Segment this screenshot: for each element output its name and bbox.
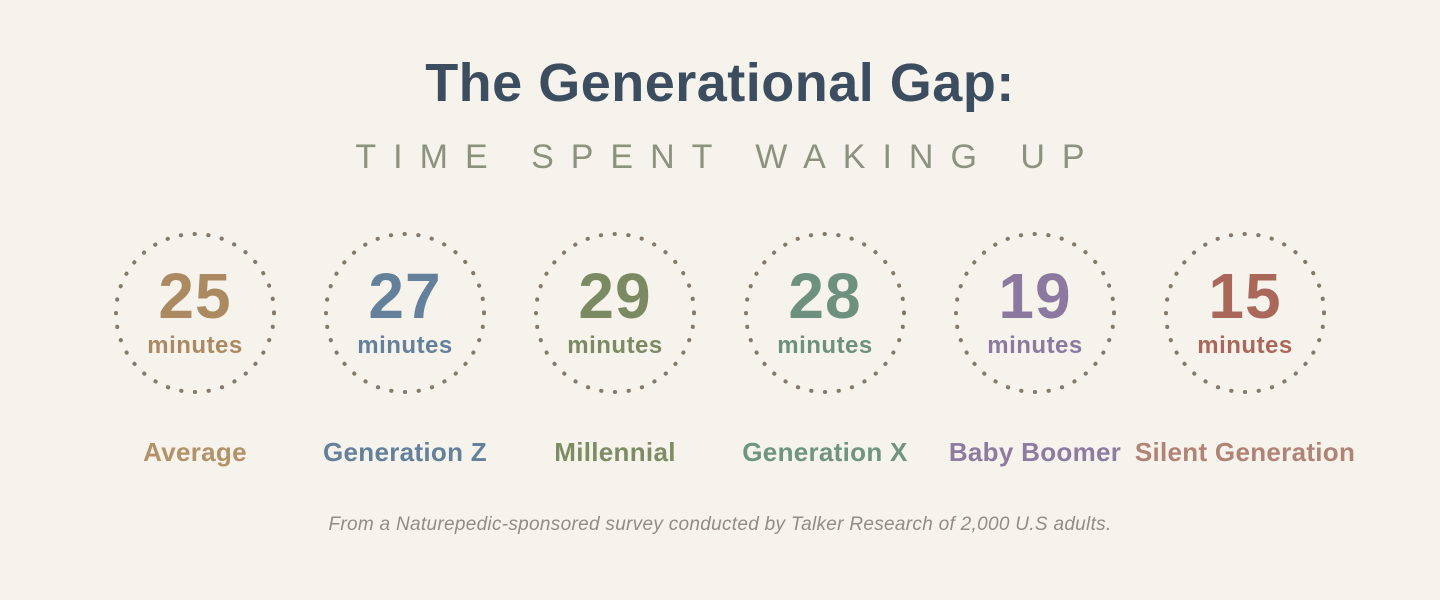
stat-millennial: 29 minutes Millennial [510,229,720,468]
stat-label: Average [143,437,247,467]
stat-label: Silent Generation [1134,437,1356,467]
stat-value: 15 [1208,260,1282,332]
stat-unit: minutes [987,332,1083,359]
stat-average: 25 minutes Average [90,229,300,468]
stat-label: Baby Boomer [948,437,1122,467]
dotted-circle-icon: 25 minutes [111,229,279,397]
stat-unit: minutes [777,332,873,359]
stat-value: 19 [998,260,1072,332]
stat-label: Millennial [554,437,676,467]
page-title: The Generational Gap: [425,53,1015,113]
stat-value: 27 [368,260,442,332]
stat-unit: minutes [357,332,453,359]
stat-label: Generation Z [323,437,487,467]
stat-generation-z: 27 minutes Generation Z [300,229,510,468]
dotted-circle-icon: 28 minutes [741,229,909,397]
stats-row: 25 minutes Average 27 minutes Generation… [90,229,1355,468]
stat-silent-generation: 15 minutes Silent Generation [1135,229,1355,468]
stat-generation-x: 28 minutes Generation X [720,229,930,468]
stat-value: 29 [578,260,652,332]
stat-unit: minutes [147,332,243,359]
page-subtitle: TIME SPENT WAKING UP [355,138,1102,176]
dotted-circle-icon: 27 minutes [321,229,489,397]
header: The Generational Gap: TIME SPENT WAKING … [338,52,1101,177]
dotted-circle-icon: 19 minutes [951,229,1119,397]
stat-label: Generation X [742,437,908,467]
stat-baby-boomer: 19 minutes Baby Boomer [930,229,1140,468]
stat-unit: minutes [567,332,663,359]
dotted-circle-icon: 29 minutes [531,229,699,397]
stat-value: 25 [158,260,232,332]
source-note: From a Naturepedic-sponsored survey cond… [328,514,1112,535]
dotted-circle-icon: 15 minutes [1161,229,1329,397]
stat-unit: minutes [1197,332,1293,359]
stat-value: 28 [788,260,862,332]
